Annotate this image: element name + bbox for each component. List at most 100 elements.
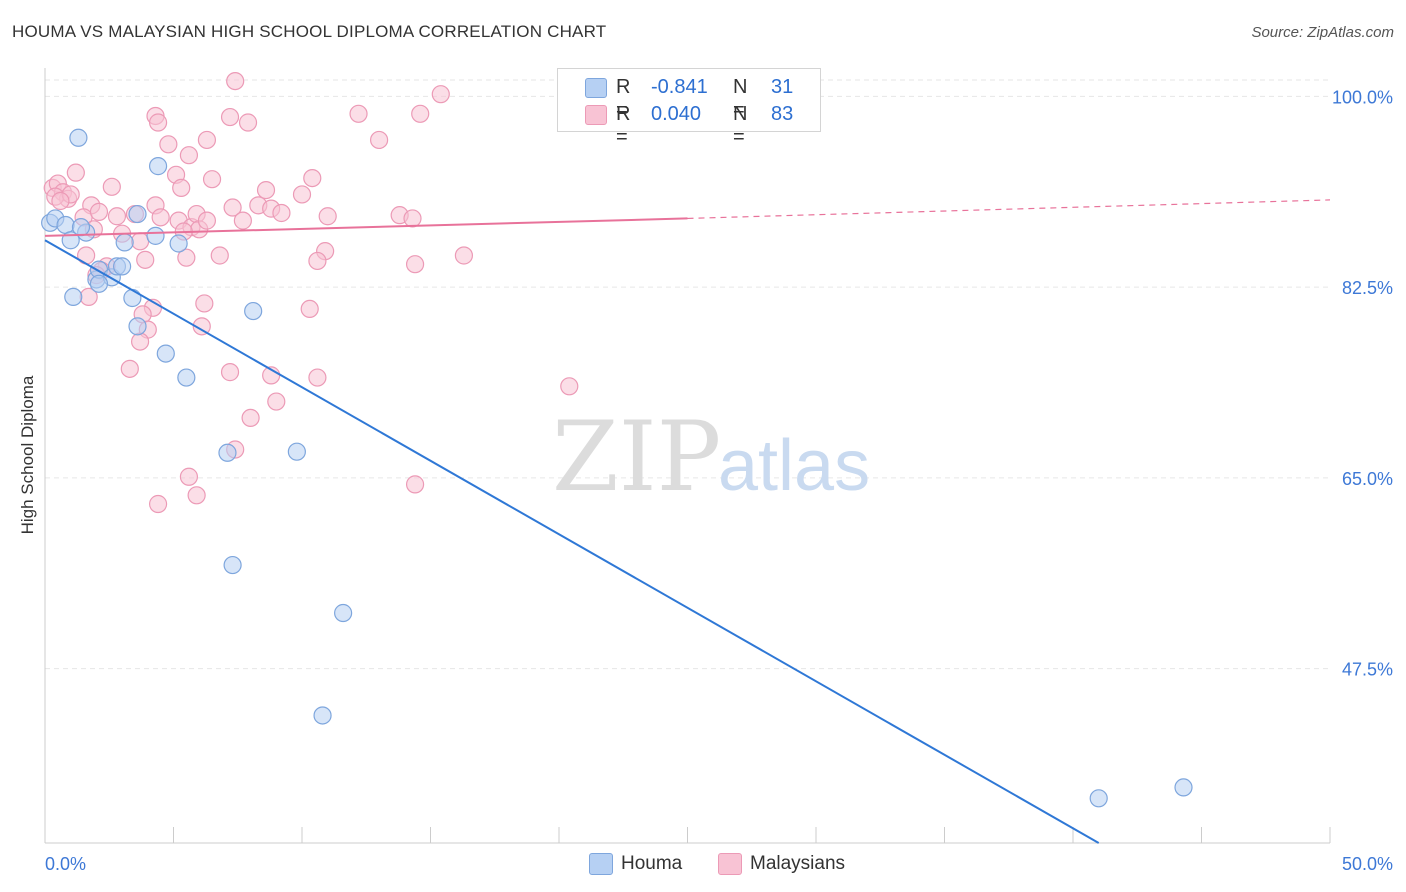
houma-point bbox=[244, 301, 263, 321]
y-tick-labels: 100.0% 82.5% 65.0% 47.5% bbox=[1332, 87, 1393, 679]
malaysians-point bbox=[177, 248, 196, 267]
malaysians-points bbox=[43, 71, 646, 514]
malaysians-trend-line bbox=[44, 217, 688, 237]
malaysians-r-value: 0.040 bbox=[651, 103, 702, 125]
houma-point bbox=[128, 317, 147, 336]
malaysians-point bbox=[403, 209, 422, 228]
malaysians-point bbox=[560, 377, 579, 396]
houma-points bbox=[41, 128, 1193, 808]
houma-point bbox=[156, 344, 175, 363]
houma-r-value: -0.841 bbox=[651, 76, 708, 98]
houma-point bbox=[123, 288, 142, 308]
houma-legend-swatch bbox=[589, 853, 613, 875]
malaysians-point bbox=[202, 170, 222, 189]
x-tick-label-max: 50.0% bbox=[1342, 854, 1393, 874]
malaysians-point bbox=[241, 408, 260, 427]
malaysians-point bbox=[220, 107, 240, 127]
axes bbox=[44, 68, 1331, 844]
malaysians-point bbox=[148, 494, 168, 514]
malaysians-point bbox=[223, 198, 242, 217]
malaysians-point bbox=[431, 85, 450, 104]
malaysians-point bbox=[151, 208, 170, 227]
houma-point bbox=[313, 706, 332, 725]
malaysians-swatch bbox=[585, 105, 607, 125]
malaysians-point bbox=[308, 251, 327, 271]
malaysians-point bbox=[195, 294, 214, 313]
malaysians-point bbox=[405, 255, 425, 274]
x-tick-labels: 0.0% 50.0% bbox=[45, 854, 1393, 874]
malaysians-point bbox=[197, 130, 217, 150]
houma-n-label: N = bbox=[733, 76, 748, 121]
malaysians-point bbox=[187, 486, 206, 505]
houma-point bbox=[69, 128, 88, 147]
houma-point bbox=[115, 233, 134, 252]
y-tick-label: 82.5% bbox=[1342, 278, 1393, 298]
malaysians-point bbox=[454, 246, 474, 265]
houma-legend-label: Houma bbox=[621, 853, 683, 874]
malaysians-point bbox=[349, 104, 368, 123]
stats-legend: R = -0.841 N = 31 R = 0.040 N = 83 bbox=[557, 68, 821, 148]
houma-point bbox=[148, 157, 168, 176]
malaysians-legend-label: Malaysians bbox=[750, 853, 846, 874]
watermark: ZIP atlas bbox=[552, 401, 870, 513]
malaysians-point bbox=[107, 207, 127, 226]
malaysians-point bbox=[300, 299, 319, 318]
houma-point bbox=[1174, 778, 1193, 797]
houma-swatch bbox=[585, 78, 607, 98]
houma-point bbox=[56, 215, 75, 235]
houma-point bbox=[71, 218, 91, 237]
houma-point bbox=[287, 442, 306, 461]
houma-point bbox=[334, 603, 353, 623]
houma-n-value: 31 bbox=[771, 76, 794, 98]
malaysians-point bbox=[120, 359, 139, 378]
houma-point bbox=[169, 234, 188, 253]
malaysians-point bbox=[197, 211, 217, 230]
malaysians-r-label: R = bbox=[616, 103, 631, 148]
malaysians-point bbox=[292, 185, 312, 204]
malaysians-point bbox=[130, 332, 150, 351]
malaysians-point bbox=[89, 202, 109, 221]
watermark-zip: ZIP bbox=[552, 401, 721, 513]
y-tick-label: 47.5% bbox=[1342, 660, 1393, 680]
malaysians-point bbox=[303, 169, 322, 188]
malaysians-point bbox=[130, 232, 150, 251]
malaysians-point bbox=[370, 130, 389, 150]
houma-point bbox=[89, 274, 109, 293]
malaysians-point bbox=[318, 207, 337, 226]
houma-r-label: R = bbox=[616, 76, 631, 121]
malaysians-point bbox=[210, 246, 229, 265]
malaysians-point bbox=[192, 317, 211, 336]
malaysians-point bbox=[233, 211, 252, 230]
chart-source: Source: ZipAtlas.com bbox=[1251, 24, 1394, 41]
malaysians-point bbox=[256, 180, 276, 200]
watermark-atlas: atlas bbox=[718, 426, 870, 506]
houma-point bbox=[177, 368, 196, 387]
houma-point bbox=[218, 443, 237, 462]
malaysians-point bbox=[136, 250, 155, 269]
malaysians-point bbox=[308, 368, 327, 387]
malaysians-point bbox=[51, 191, 70, 211]
malaysians-point bbox=[159, 135, 178, 154]
malaysians-point bbox=[220, 363, 240, 382]
malaysians-point bbox=[272, 203, 291, 223]
houma-point bbox=[112, 257, 132, 276]
chart-title: HOUMA VS MALAYSIAN HIGH SCHOOL DIPLOMA C… bbox=[12, 22, 607, 41]
malaysians-n-label: N = bbox=[733, 103, 748, 148]
y-tick-label: 100.0% bbox=[1332, 87, 1393, 107]
malaysians-legend-swatch bbox=[718, 853, 742, 875]
malaysians-point bbox=[267, 392, 286, 411]
malaysians-point bbox=[179, 467, 199, 486]
malaysians-point bbox=[172, 178, 191, 198]
houma-point bbox=[128, 204, 147, 224]
malaysians-point bbox=[238, 113, 258, 132]
malaysians-n-value: 83 bbox=[771, 103, 794, 125]
malaysians-point bbox=[148, 113, 168, 132]
x-tick-label-min: 0.0% bbox=[45, 854, 86, 874]
trend-lines bbox=[44, 199, 1331, 844]
malaysians-point bbox=[411, 104, 430, 123]
malaysians-point bbox=[226, 71, 245, 91]
malaysians-point bbox=[102, 177, 121, 196]
malaysians-point bbox=[405, 475, 425, 494]
houma-point bbox=[64, 287, 83, 307]
